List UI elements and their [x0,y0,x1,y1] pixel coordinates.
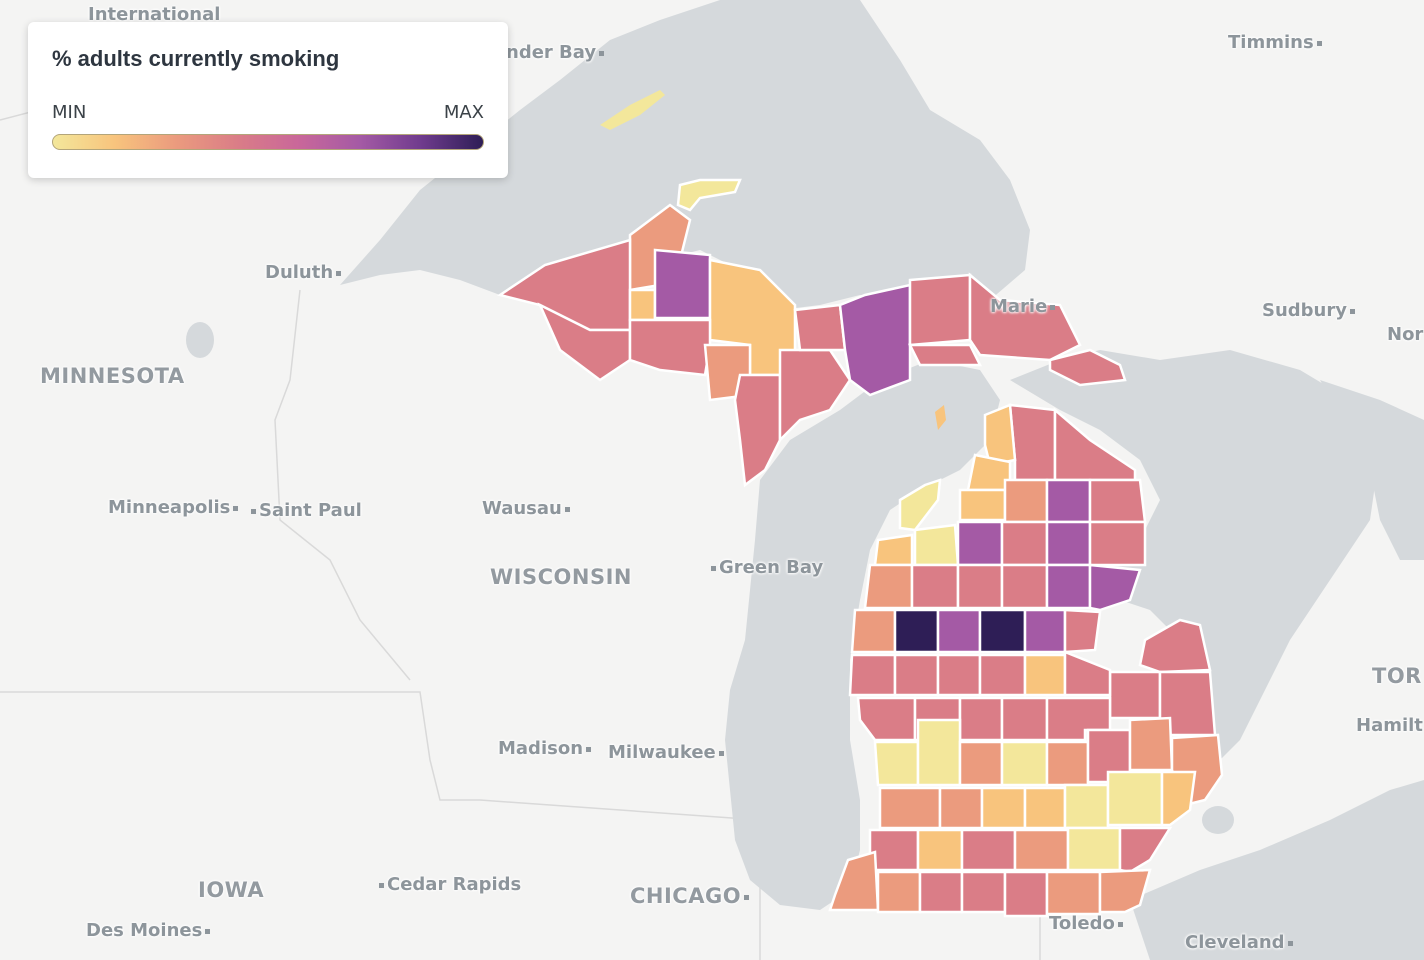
city-dot [1349,308,1355,314]
label-minneapolis: Minneapolis [108,497,241,518]
label-toledo: Toledo [1049,913,1126,934]
city-dot [205,928,211,934]
label-sault: Marie [990,296,1058,317]
map-legend: % adults currently smoking MIN MAX [28,22,508,178]
label-hamilton: Hamilt [1356,715,1423,736]
label-iowa: IOWA [198,878,265,902]
label-minneapolis-text: Minneapolis [108,497,231,518]
label-duluth-text: Duluth [265,262,334,283]
label-toledo-text: Toledo [1049,913,1115,934]
city-dot [1316,40,1322,46]
label-thunder-bay: nder Bay [506,42,607,63]
label-chicago: CHICAGO [630,884,752,908]
label-minnesota: MINNESOTA [40,364,185,388]
city-dot [251,508,256,514]
label-thunder-bay-text: nder Bay [506,42,597,63]
label-wisconsin: WISCONSIN [490,565,632,589]
label-timmins-text: Timmins [1228,32,1314,53]
label-chicago-text: CHICAGO [630,884,742,908]
city-dot [1050,304,1056,310]
city-dot [586,746,592,752]
lower-peninsula-counties[interactable] [828,403,1224,918]
label-saint-paul-text: Saint Paul [259,500,362,521]
city-dot [564,506,570,512]
label-wausau: Wausau [482,498,573,519]
isle-royale [600,90,665,130]
label-duluth: Duluth [265,262,344,283]
label-sudbury-text: Sudbury [1262,300,1347,321]
city-dot [718,750,724,756]
legend-color-ramp [52,134,484,150]
lake-huron [1010,350,1380,760]
lake-michigan [725,360,1000,910]
label-des-moines-text: Des Moines [86,920,203,941]
city-dot [1117,921,1123,927]
label-international: International [88,4,221,25]
georgian-bay [1320,380,1424,560]
mille-lacs-lake [186,322,214,358]
city-dot [1287,940,1293,946]
label-cedar-rapids-text: Cedar Rapids [387,874,522,895]
city-dot [599,50,605,56]
legend-title: % adults currently smoking [52,46,340,71]
label-green-bay: Green Bay [708,557,823,578]
beaver-island [935,405,946,430]
label-cedar-rapids: Cedar Rapids [376,874,521,895]
label-sudbury: Sudbury [1262,300,1358,321]
label-wausau-text: Wausau [482,498,562,519]
label-timmins: Timmins [1228,32,1325,53]
lake-superior [340,0,1030,310]
label-milwaukee-text: Milwaukee [608,742,716,763]
upper-peninsula-counties[interactable] [496,178,1127,488]
label-des-moines: Des Moines [86,920,213,941]
label-sault-text: Marie [990,296,1048,317]
legend-max-label: MAX [443,102,484,123]
label-cleveland-text: Cleveland [1185,932,1285,953]
label-cleveland: Cleveland [1185,932,1296,953]
city-dot [336,270,342,276]
label-madison-text: Madison [498,738,584,759]
city-dot [744,894,750,900]
label-madison: Madison [498,738,594,759]
label-toronto: TOR [1372,664,1422,688]
label-saint-paul: Saint Paul [248,500,362,521]
lake-st-clair [1202,806,1234,834]
legend-min-label: MIN [52,102,87,123]
city-dot [711,565,716,571]
label-north: Nor [1387,324,1424,345]
label-milwaukee: Milwaukee [608,742,727,763]
city-dot [379,882,384,888]
city-dot [233,505,239,511]
lake-erie [1130,780,1424,960]
label-green-bay-text: Green Bay [719,557,824,578]
